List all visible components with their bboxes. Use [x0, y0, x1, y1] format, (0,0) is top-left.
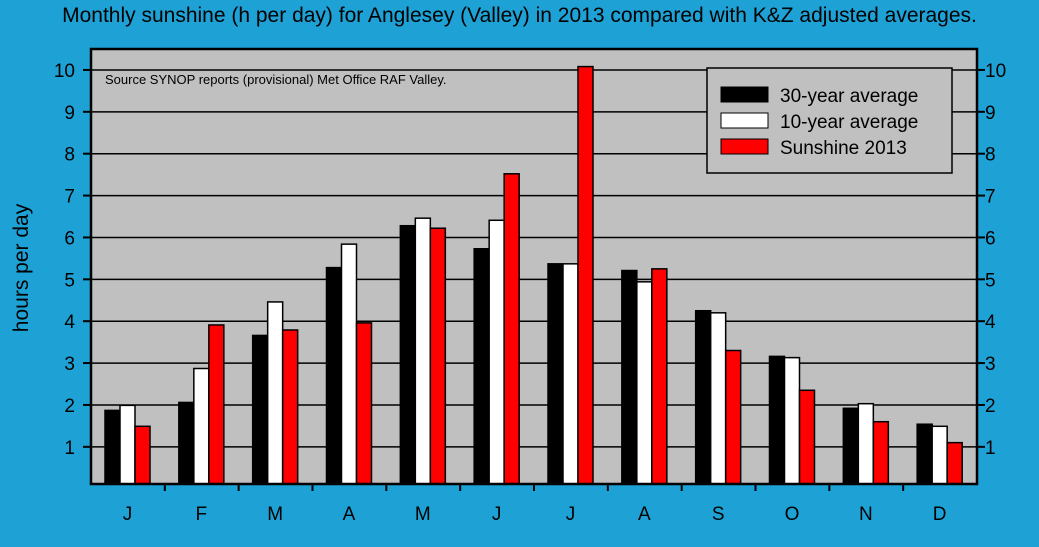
bar-30-year-average [473, 247, 490, 485]
bar-30-year-average [842, 407, 860, 485]
y-tick-label: 10 [54, 61, 75, 82]
bar-sunshine-2013 [208, 324, 225, 485]
y-tick-label-right: 7 [985, 187, 996, 208]
x-tick-label: A [343, 504, 356, 525]
x-tick-label: M [267, 504, 283, 525]
bar-10-year-average [562, 263, 579, 485]
y-tick-label-right: 8 [985, 145, 996, 166]
y-tick-label: 2 [64, 396, 75, 417]
x-tick-label: J [566, 504, 576, 525]
bar-sunshine-2013 [503, 173, 520, 485]
bar-30-year-average [325, 266, 343, 485]
bar-10-year-average [414, 217, 432, 485]
y-tick-label-right: 10 [985, 61, 1006, 82]
bar-10-year-average [783, 356, 801, 485]
y-tick-label: 6 [64, 228, 75, 249]
y-axis-label: hours per day [10, 203, 33, 332]
bar-10-year-average [340, 243, 358, 485]
bar-30-year-average [178, 401, 195, 485]
bar-30-year-average [104, 409, 121, 485]
bar-30-year-average [621, 269, 638, 485]
bar-sunshine-2013 [355, 322, 373, 485]
bar-30-year-average [694, 309, 712, 485]
x-tick-label: J [123, 504, 133, 525]
x-tick-label: N [859, 504, 873, 525]
bar-sunshine-2013 [946, 441, 963, 485]
bar-sunshine-2013 [872, 420, 890, 485]
bar-sunshine-2013 [134, 425, 151, 485]
x-tick-label: M [415, 504, 431, 525]
y-tick-label: 5 [64, 270, 75, 291]
bar-30-year-average [768, 355, 786, 485]
y-tick-label: 1 [64, 438, 75, 459]
bar-sunshine-2013 [429, 227, 447, 485]
y-tick-label-right: 2 [985, 396, 996, 417]
y-tick-label: 4 [64, 312, 75, 333]
bar-sunshine-2013 [651, 268, 668, 485]
bar-10-year-average [857, 402, 875, 485]
y-tick-label: 8 [64, 145, 75, 166]
y-tick-label-right: 4 [985, 312, 996, 333]
legend-swatch [720, 138, 769, 155]
y-tick-label-right: 6 [985, 228, 996, 249]
bar-10-year-average [709, 312, 727, 485]
x-tick-label: D [933, 504, 947, 525]
x-tick-label: S [712, 504, 725, 525]
x-tick-label: F [196, 504, 208, 525]
x-tick-label: O [785, 504, 800, 525]
bar-30-year-average [251, 334, 269, 485]
x-tick-label: J [492, 504, 502, 525]
legend-label: 10-year average [780, 112, 918, 133]
y-tick-label-right: 5 [985, 270, 996, 291]
bar-sunshine-2013 [798, 389, 816, 485]
legend-swatch [720, 86, 769, 103]
x-tick-label: A [638, 504, 651, 525]
chart-title: Monthly sunshine (h per day) for Anglese… [62, 4, 977, 27]
legend-label: Sunshine 2013 [780, 138, 907, 159]
bar-10-year-average [119, 404, 136, 485]
legend-swatch [720, 112, 769, 129]
bar-30-year-average [916, 423, 933, 485]
y-tick-label: 3 [64, 354, 75, 375]
plot-border [89, 47, 979, 486]
bar-10-year-average [266, 301, 284, 485]
y-tick-label-right: 1 [985, 438, 996, 459]
legend-label: 30-year average [780, 86, 918, 107]
bar-10-year-average [931, 425, 948, 485]
y-tick-label: 7 [64, 187, 75, 208]
bar-sunshine-2013 [577, 65, 594, 485]
source-annotation: Source SYNOP reports (provisional) Met O… [105, 72, 447, 87]
bar-10-year-average [636, 281, 653, 485]
y-tick-label-right: 9 [985, 103, 996, 124]
bar-sunshine-2013 [724, 349, 742, 485]
bar-30-year-average [399, 224, 417, 485]
bar-10-year-average [488, 219, 505, 485]
bar-10-year-average [193, 367, 210, 485]
bar-30-year-average [547, 263, 564, 485]
y-tick-label: 9 [64, 103, 75, 124]
bar-sunshine-2013 [281, 329, 299, 485]
y-tick-label-right: 3 [985, 354, 996, 375]
